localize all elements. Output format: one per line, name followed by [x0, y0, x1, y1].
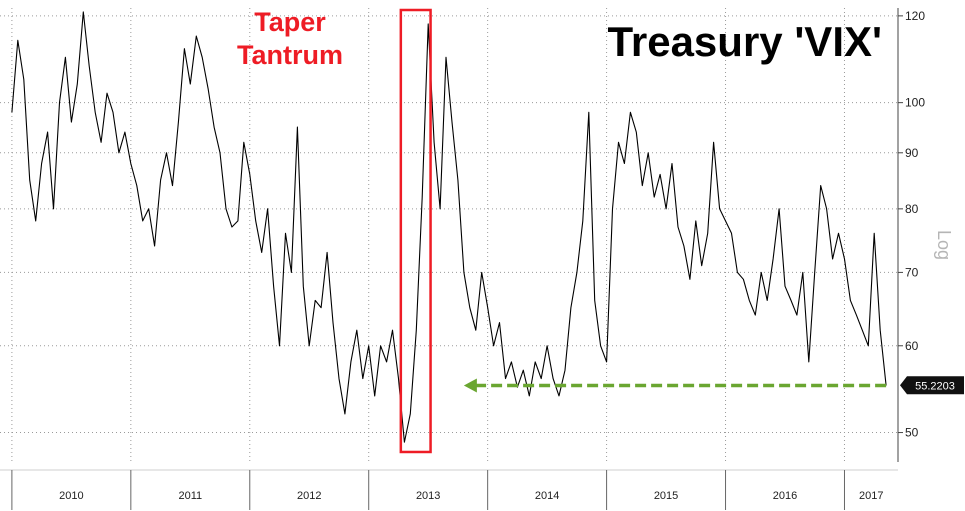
log-scale-label: Log — [934, 230, 954, 260]
x-tick-label: 2016 — [773, 490, 797, 502]
x-tick-label: 2011 — [178, 490, 202, 502]
y-tick-label: 50 — [905, 426, 919, 440]
y-tick-label: 70 — [905, 265, 919, 279]
x-tick-label: 2014 — [535, 490, 559, 502]
annotation-label-line2: Tantrum — [237, 40, 343, 70]
series-line — [11, 11, 887, 443]
last-value-badge — [900, 376, 964, 395]
support-arrow-head — [463, 378, 477, 393]
y-axis: 50 60 70 80 90 100 120 — [897, 8, 925, 462]
y-tick-label: 100 — [905, 96, 925, 110]
x-tick-label: 2010 — [59, 490, 83, 502]
x-axis: 2010 2011 2012 2013 2014 2015 2016 2017 — [0, 469, 898, 510]
plot-area — [11, 11, 887, 443]
x-tick-label: 2013 — [416, 490, 440, 502]
grid-lines — [0, 8, 898, 462]
x-tick-label: 2017 — [859, 490, 883, 502]
annotation-label-line1: Taper — [254, 7, 326, 37]
x-tick-label: 2015 — [654, 490, 678, 502]
last-value-label: 55.2203 — [915, 380, 955, 392]
x-tick-label: 2012 — [297, 490, 321, 502]
y-tick-label: 120 — [905, 9, 925, 23]
y-tick-label: 90 — [905, 146, 919, 160]
taper-tantrum-box — [399, 8, 432, 454]
y-tick-label: 60 — [905, 339, 919, 353]
chart-title: Treasury 'VIX' — [608, 18, 882, 65]
y-tick-label: 80 — [905, 202, 919, 216]
